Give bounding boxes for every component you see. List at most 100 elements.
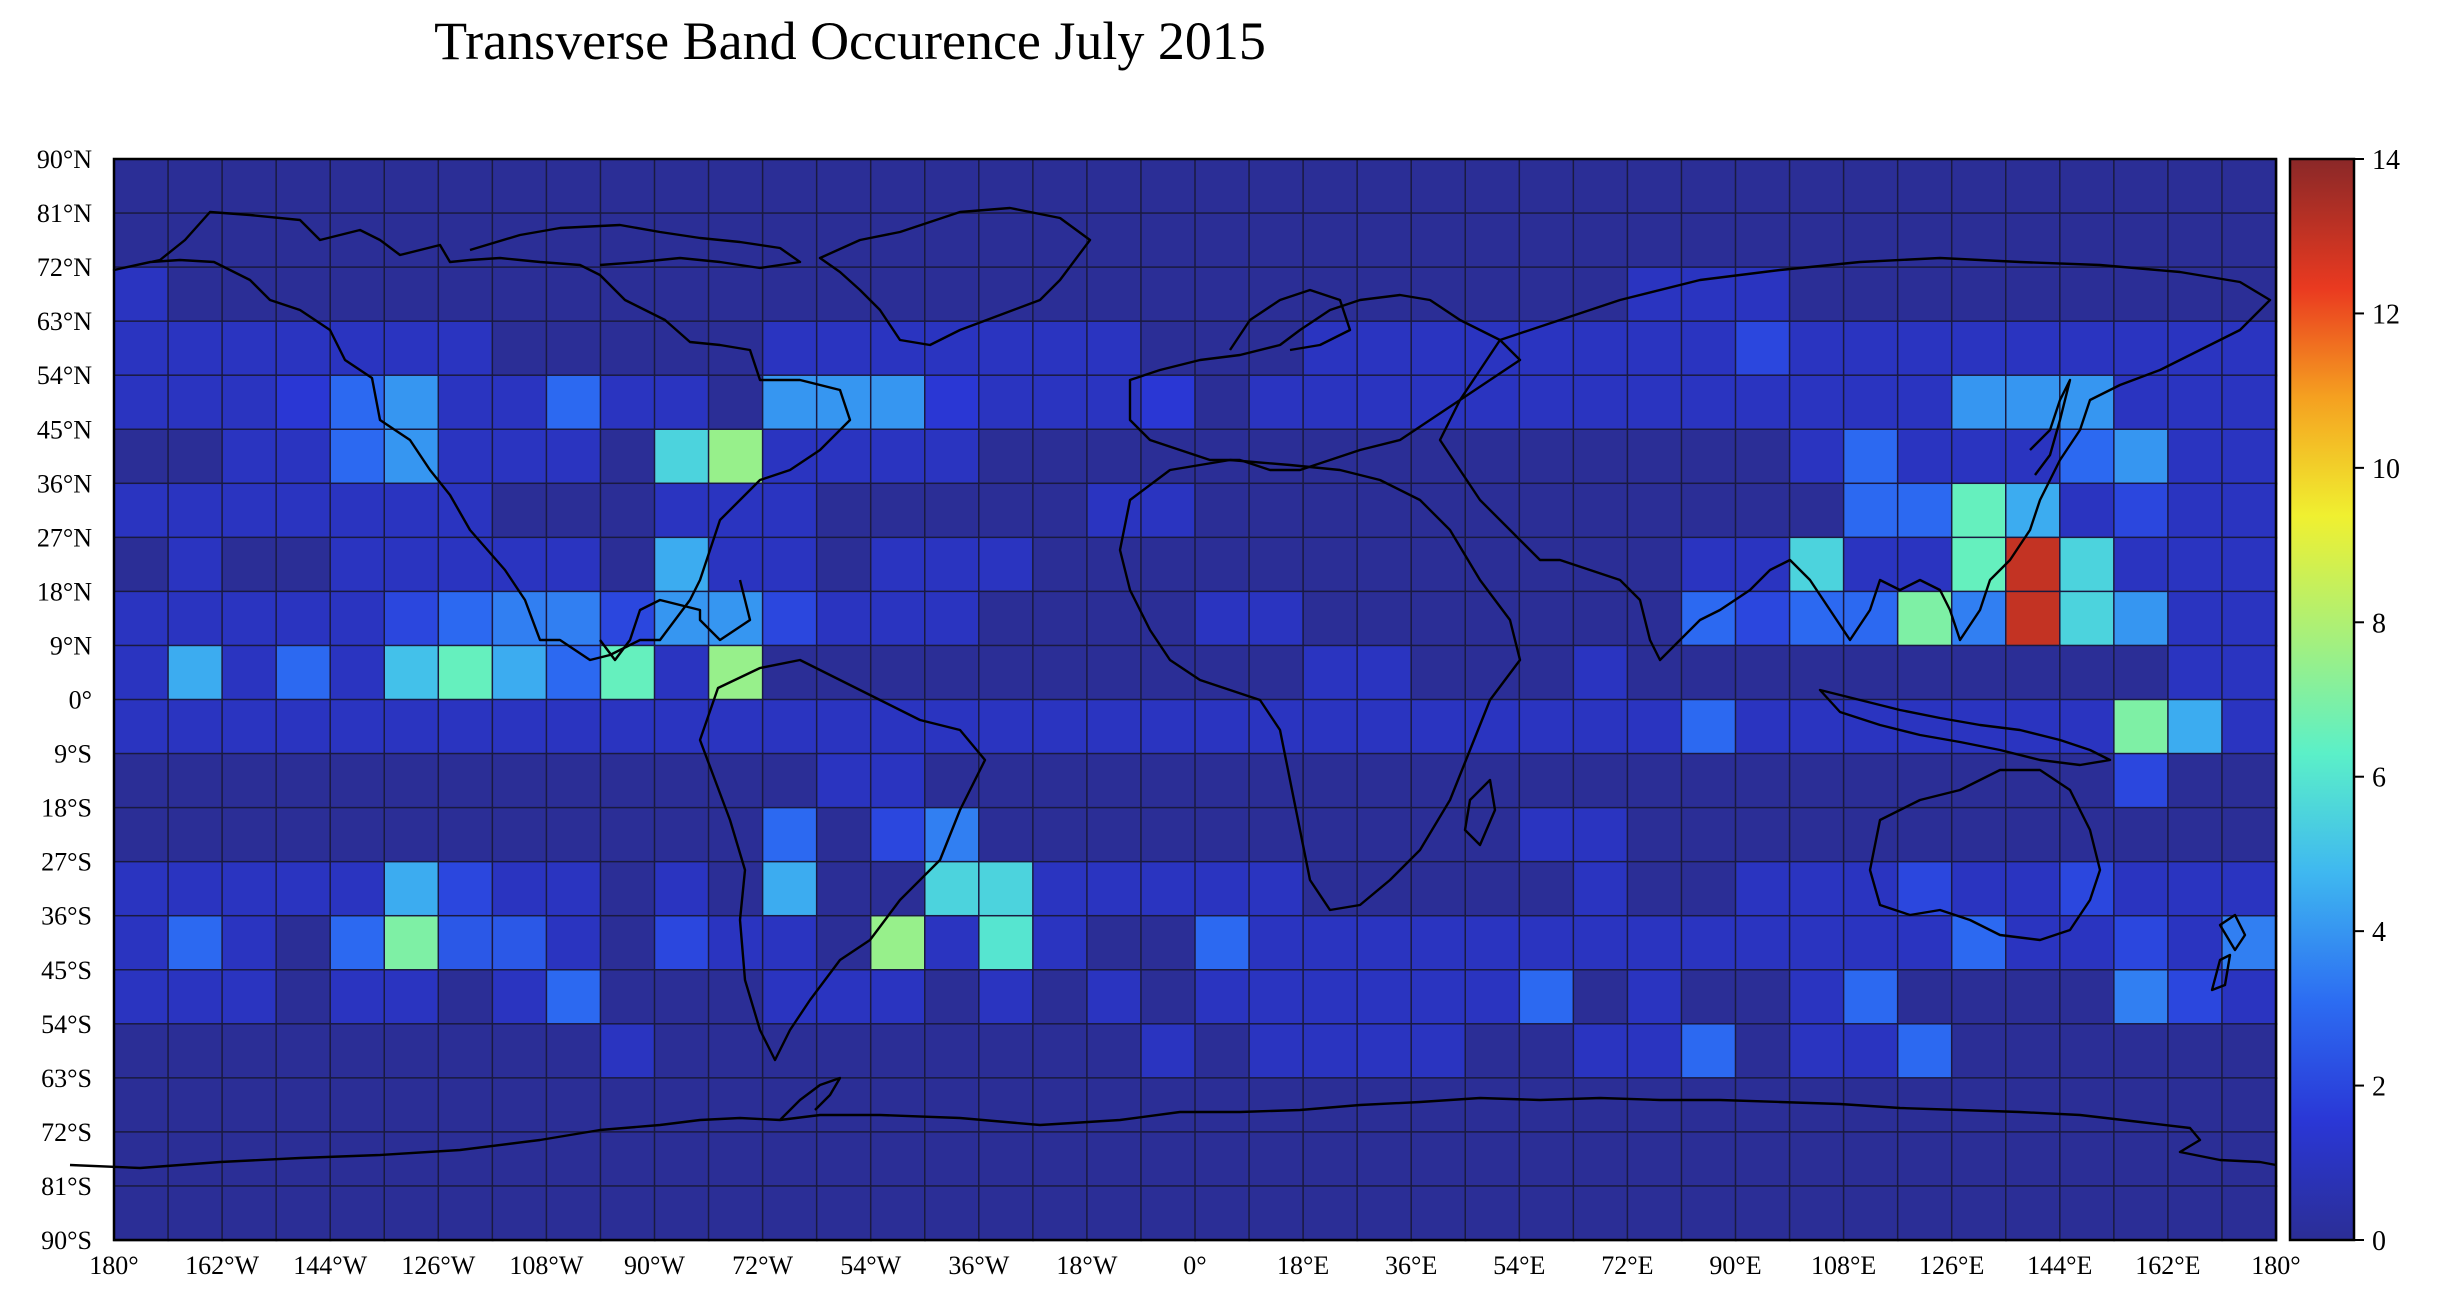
heatmap-cell [1032, 1131, 1089, 1188]
heatmap-cell [437, 860, 494, 917]
heatmap-cell [275, 428, 332, 485]
heatmap-cell [221, 266, 278, 323]
heatmap-cell [329, 1077, 386, 1134]
heatmap-cell [2059, 212, 2116, 269]
heatmap-cell [1626, 1185, 1683, 1242]
heatmap-cell [2059, 158, 2116, 215]
heatmap-cell [2167, 860, 2224, 917]
x-tick-label: 90°W [624, 1251, 685, 1280]
heatmap-cell [113, 1185, 170, 1242]
heatmap-cell [1302, 914, 1359, 972]
heatmap-cell [2005, 212, 2062, 269]
heatmap-cell [869, 644, 927, 701]
heatmap-cell [1410, 1131, 1467, 1188]
heatmap-cell [924, 1131, 981, 1188]
heatmap-cell [1518, 806, 1575, 863]
heatmap-cell [2113, 698, 2170, 755]
heatmap-cell [1734, 1131, 1791, 1188]
heatmap-cell [1302, 374, 1359, 431]
heatmap-cell [221, 590, 278, 647]
heatmap-cell [1518, 1185, 1575, 1242]
heatmap-cell [491, 860, 548, 917]
heatmap-cell [599, 806, 656, 863]
heatmap-cell [113, 1023, 170, 1080]
colorbar-tick-label: 10 [2372, 454, 2400, 485]
heatmap-cell [1788, 1185, 1845, 1242]
heatmap-cell [1626, 914, 1683, 972]
y-tick-label: 72°S [41, 1118, 92, 1147]
heatmap-cell [1140, 806, 1197, 863]
heatmap-cell [1302, 1185, 1359, 1242]
chart-title: Transverse Band Occurence July 2015 [434, 11, 1266, 71]
heatmap-cell [167, 1131, 224, 1188]
heatmap-cell [978, 374, 1035, 431]
heatmap-cell [1302, 482, 1359, 539]
heatmap-cell [2167, 1023, 2224, 1080]
heatmap-cell [761, 1077, 818, 1134]
heatmap-cell [707, 806, 764, 863]
heatmap-cell [1788, 860, 1845, 917]
heatmap-cell [653, 698, 710, 755]
heatmap-cell [1410, 1023, 1467, 1080]
heatmap-cell [1194, 374, 1251, 431]
heatmap-cell [1842, 266, 1899, 323]
heatmap-cell [2221, 482, 2278, 539]
heatmap-cell [869, 806, 927, 863]
heatmap-cell [1086, 158, 1143, 215]
heatmap-cell [2113, 969, 2170, 1026]
x-tick-label: 36°W [948, 1251, 1009, 1280]
heatmap-cell [1032, 428, 1089, 485]
heatmap-cell [1464, 374, 1521, 431]
heatmap-cell [1680, 212, 1737, 269]
heatmap-cell [2221, 806, 2278, 863]
heatmap-cell [1788, 428, 1845, 485]
heatmap-cell [221, 1185, 278, 1242]
heatmap-cell [2167, 482, 2224, 539]
heatmap-cell [924, 536, 981, 593]
heatmap-cell [2059, 644, 2116, 701]
heatmap-cell [707, 428, 764, 485]
heatmap-cell [869, 1023, 927, 1080]
heatmap-cell [1086, 320, 1143, 377]
heatmap-cell [2059, 806, 2116, 863]
heatmap-cell [221, 320, 278, 377]
heatmap-cell [2005, 806, 2062, 863]
heatmap-cell [1410, 320, 1467, 377]
heatmap-cell [1950, 806, 2007, 863]
heatmap-cell [1518, 536, 1575, 593]
coastline-antarctica [69, 1096, 2277, 1170]
heatmap-cell [1410, 158, 1467, 215]
heatmap-cell [1680, 1131, 1737, 1188]
heatmap-cell [1410, 428, 1467, 485]
heatmap-cell [1302, 158, 1359, 215]
heatmap-cell [167, 158, 224, 215]
heatmap-cell [1086, 752, 1143, 809]
heatmap-cell [2113, 536, 2170, 593]
heatmap-cell [113, 1131, 170, 1188]
coastline-south-america [698, 658, 987, 1062]
heatmap-cell [869, 320, 927, 377]
y-tick-label: 9°S [54, 740, 92, 769]
heatmap-cell [1680, 482, 1737, 539]
heatmap-cell [1194, 1023, 1251, 1080]
heatmap-cell [1680, 266, 1737, 323]
y-tick-label: 90°N [37, 145, 92, 174]
heatmap-cell [1842, 482, 1899, 539]
heatmap-cell [599, 698, 656, 755]
heatmap-cell [1572, 590, 1629, 647]
heatmap-cell [2113, 1023, 2170, 1080]
coastline-arctic-islands [469, 223, 802, 270]
heatmap-cell [383, 752, 440, 809]
heatmap-cell [1032, 1023, 1089, 1080]
heatmap-cell [1086, 806, 1143, 863]
heatmap-cell [113, 482, 170, 539]
y-tick-label: 36°N [37, 469, 92, 498]
coastline-florida-gulf [599, 579, 752, 662]
heatmap-cell [869, 1131, 927, 1188]
heatmap-cell [1518, 482, 1575, 539]
heatmap-cell [1950, 482, 2007, 539]
heatmap-cell [221, 1023, 278, 1080]
heatmap-cell [1734, 266, 1791, 323]
heatmap-cell [1518, 969, 1575, 1026]
